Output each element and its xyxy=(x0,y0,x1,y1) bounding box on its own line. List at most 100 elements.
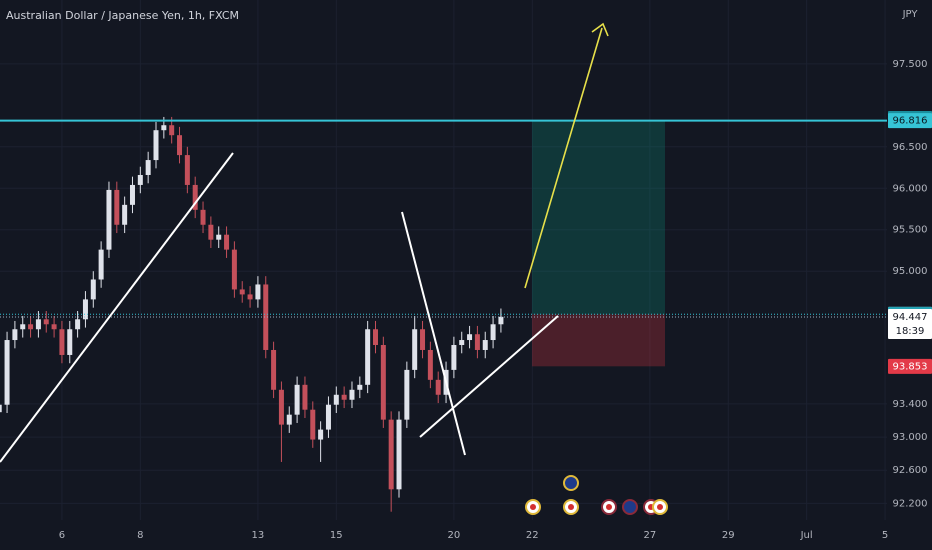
candle-body xyxy=(271,349,277,390)
candle-body xyxy=(177,135,183,156)
candle-body xyxy=(90,279,96,300)
candle-body xyxy=(467,334,473,341)
candle-body xyxy=(59,329,65,355)
candle-body xyxy=(98,249,104,280)
x-tick-label: 22 xyxy=(526,530,539,541)
price-label-box xyxy=(888,113,932,129)
price-label: 94.447 xyxy=(893,312,928,323)
candle-body xyxy=(20,324,26,330)
candle-body xyxy=(302,384,308,410)
candle-body xyxy=(396,419,402,490)
x-tick-label: 15 xyxy=(330,530,343,541)
x-tick-label: 6 xyxy=(59,530,65,541)
price-label-box xyxy=(888,309,932,340)
candle-body xyxy=(263,284,269,350)
event-icon-dot xyxy=(568,504,574,510)
candle-body xyxy=(474,334,480,350)
candle-body xyxy=(129,184,135,205)
candle-body xyxy=(82,299,88,320)
price-label: 96.816 xyxy=(893,116,928,127)
candle-body xyxy=(294,384,300,415)
y-tick-label: 96.000 xyxy=(893,183,928,194)
candle-body xyxy=(412,329,418,370)
candle-body xyxy=(427,349,433,380)
candle-body xyxy=(122,204,128,225)
candle-body xyxy=(278,389,284,425)
y-tick-label: 97.500 xyxy=(893,59,928,70)
candle-body xyxy=(325,404,331,430)
stop-zone xyxy=(532,314,665,367)
candle-body xyxy=(380,345,386,420)
event-icon-dot xyxy=(530,504,536,510)
candle-body xyxy=(333,394,339,405)
profit-zone xyxy=(532,120,665,315)
x-tick-label: 20 xyxy=(448,530,461,541)
candle-body xyxy=(145,160,151,175)
y-tick-label: 92.200 xyxy=(893,498,928,509)
y-tick-label: 92.600 xyxy=(893,465,928,476)
event-icon-dot xyxy=(657,504,663,510)
candle-body xyxy=(435,379,441,395)
trend-line xyxy=(419,315,559,438)
candle-body xyxy=(137,174,143,185)
candle-body xyxy=(372,329,378,346)
arrow-head xyxy=(591,22,609,37)
x-tick-label: 5 xyxy=(882,530,888,541)
price-label-box xyxy=(888,358,932,374)
candle-body xyxy=(192,184,198,210)
event-icons xyxy=(525,475,668,515)
candle-body xyxy=(482,340,488,350)
candle-body xyxy=(310,409,316,440)
candle-body xyxy=(169,125,175,136)
candle-body xyxy=(239,289,245,295)
candle-body xyxy=(318,429,324,440)
candle-body xyxy=(153,130,159,161)
candle-body xyxy=(161,125,167,131)
candle-body xyxy=(216,234,222,240)
y-tick-label: 93.000 xyxy=(893,432,928,443)
candle-body xyxy=(365,329,371,385)
candle-body xyxy=(247,294,253,300)
y-tick-label: 96.500 xyxy=(893,142,928,153)
candle-body xyxy=(208,224,214,240)
y-tick-label: 95.500 xyxy=(893,225,928,236)
candle-body xyxy=(51,324,57,330)
candle-body xyxy=(420,329,426,350)
projection-arrow xyxy=(524,27,603,289)
candle-body xyxy=(43,319,49,325)
x-tick-label: 29 xyxy=(722,530,735,541)
candle-body xyxy=(114,189,120,225)
candle-body xyxy=(459,340,465,346)
candle-body xyxy=(4,340,10,405)
candle-body xyxy=(451,345,457,370)
candle-body xyxy=(67,329,73,355)
event-icon xyxy=(563,475,579,491)
candle-body xyxy=(106,189,112,250)
countdown-label: 18:39 xyxy=(896,326,925,337)
candle-body xyxy=(404,369,410,420)
price-label: 93.853 xyxy=(893,361,928,372)
candle-body xyxy=(184,155,190,185)
candle-body xyxy=(200,209,206,225)
candle-body xyxy=(0,404,2,413)
x-tick-label: Jul xyxy=(800,530,813,541)
candle-body xyxy=(75,319,81,330)
event-icon xyxy=(622,499,638,515)
x-tick-label: 27 xyxy=(643,530,656,541)
event-icon-dot xyxy=(606,504,612,510)
candle-body xyxy=(498,316,504,325)
x-tick-label: 8 xyxy=(137,530,143,541)
candle-body xyxy=(341,394,347,400)
trend-line xyxy=(401,211,466,456)
currency-label: JPY xyxy=(902,9,919,20)
candle-body xyxy=(286,414,292,425)
candle-body xyxy=(255,284,261,300)
y-tick-label: 93.400 xyxy=(893,399,928,410)
chart-title: Australian Dollar / Japanese Yen, 1h, FX… xyxy=(6,9,239,22)
candle-body xyxy=(357,384,363,390)
candle-body xyxy=(231,249,237,290)
